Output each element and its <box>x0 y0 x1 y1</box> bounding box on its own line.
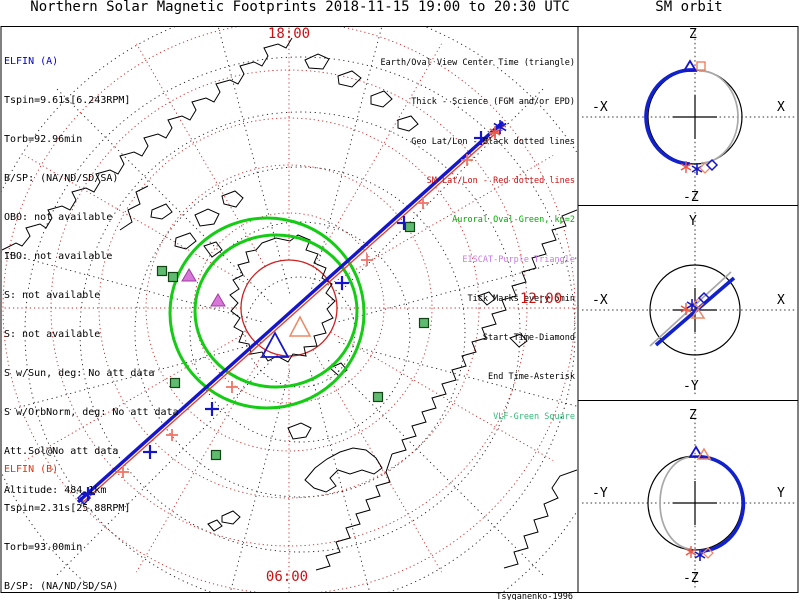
sm-orbit-panel-xz <box>582 30 795 202</box>
square-marker <box>696 61 706 71</box>
panel1-axis-bottom: -Z <box>683 190 699 205</box>
elfin-b-info-block: ELFIN (B) Tspin=2.31s[25.88RPM] Torb=93.… <box>4 437 179 600</box>
elfin-a-line: OBO: not available <box>4 212 113 223</box>
map-markers <box>76 120 507 506</box>
sm-orbit-panel-xy <box>582 212 795 396</box>
mlt-label-18: 18:00 <box>267 26 311 42</box>
page-title: Northern Solar Magnetic Footprints 2018-… <box>30 0 570 15</box>
elfin-a-line: IBO: not available <box>4 251 113 262</box>
orbit-track <box>76 120 507 505</box>
elfin-b-line: Tspin=2.31s[25.88RPM] <box>4 503 131 514</box>
legend-item: VLF-Green Square <box>493 411 575 422</box>
orbit-nearside-arc <box>644 68 695 166</box>
sm-orbit-panel-yz <box>582 414 795 589</box>
diamond-marker <box>705 158 719 172</box>
orbit-farside-arc <box>698 70 739 164</box>
diamond-marker <box>702 547 714 559</box>
orbit-nearside-arc <box>697 455 746 553</box>
triangle-marker <box>682 59 698 72</box>
elfin-b-name: ELFIN (B) <box>4 464 59 475</box>
legend-item: Earth/Oval View Center Time (triangle) <box>380 58 575 69</box>
triangle-marker <box>690 307 706 319</box>
elfin-a-info-block: ELFIN (A) Tspin=9.61s[6.243RPM] Torb=92.… <box>4 29 179 523</box>
panel2-axis-bottom: -Y <box>683 379 699 394</box>
legend-item: SM Lat/Lon - Red dotted lines <box>426 176 575 187</box>
figure-frame <box>0 26 799 593</box>
map-footer: Tsyganenko-1996 Created: Sun Jan 29 09:2… <box>333 562 573 600</box>
legend-item: End Time-Asterisk <box>488 372 575 383</box>
elfin-a-line: Tspin=9.61s[6.243RPM] <box>4 95 131 106</box>
mlt-label-12: 12:00 <box>520 291 563 307</box>
legend-item: Geo Lat/Lon - Black dotted lines <box>411 136 575 147</box>
elfin-a-line: S w/Sun, deg: No att data <box>4 368 155 379</box>
orbit-nearside-chord <box>654 276 736 347</box>
mlt-label-06: 06:00 <box>265 569 309 585</box>
panel1-axis-right: X <box>777 100 785 115</box>
elfin-b-line: B/SP: (NA/ND/SD/SA) <box>4 581 119 592</box>
coastlines <box>1 37 577 571</box>
elfin-a-line: S w/OrbNorm, deg: No att data <box>4 407 179 418</box>
polar-footprint-map <box>1 27 577 592</box>
panel2-axis-top: Y <box>689 214 697 229</box>
panel1-axis-left: -X <box>592 100 608 115</box>
panel3-axis-left: -Y <box>592 486 608 501</box>
auroral-oval <box>168 216 366 410</box>
panel3-axis-bottom: -Z <box>683 571 699 586</box>
asterisk-marker <box>680 161 692 173</box>
model-label: Tsyganenko-1996 <box>496 592 573 600</box>
earth-disk <box>649 264 741 356</box>
panel2-axis-right: X <box>777 293 785 308</box>
triangle-marker <box>688 445 704 458</box>
orbit-farside-chord <box>649 271 732 347</box>
asterisk-marker <box>686 299 698 311</box>
elfin-a-line: B/SP: (NA/ND/SD/SA) <box>4 173 119 184</box>
sm-graticule <box>1 27 577 592</box>
sm-orbit-title: SM orbit <box>655 0 723 15</box>
legend-item: Start Time-Diamond <box>482 333 575 344</box>
legend-item: Auroral Oval-Green, kp=2 <box>452 215 575 226</box>
elfin-a-name: ELFIN (A) <box>4 56 59 67</box>
elfin-b-line: Torb=93.00min <box>4 542 83 553</box>
orbit-farside-arc <box>659 456 694 550</box>
legend-item: EISCAT-Purple Triangle <box>462 254 575 265</box>
legend-item: Thick - Science (FGM and/or EPD) <box>411 97 575 108</box>
panel2-axis-left: -X <box>592 293 608 308</box>
triangle-marker <box>696 447 712 460</box>
elfin-a-line: S: not available <box>4 329 101 340</box>
map-legend: Earth/Oval View Center Time (triangle) T… <box>325 31 575 450</box>
asterisk-marker <box>685 546 697 558</box>
elfin-a-line: Att.Sol@No att data <box>4 446 119 457</box>
elfin-a-line: S: not available <box>4 290 101 301</box>
legend-item: Tick Marks every 5min <box>467 293 575 304</box>
elfin-a-line: Altitude: 484.1km <box>4 485 107 496</box>
diamond-marker <box>697 291 711 305</box>
panel3-axis-right: Y <box>777 486 785 501</box>
panel3-axis-top: Z <box>689 408 697 423</box>
elfin-a-line: Torb=92.96min <box>4 134 83 145</box>
panel1-axis-top: Z <box>689 27 697 42</box>
